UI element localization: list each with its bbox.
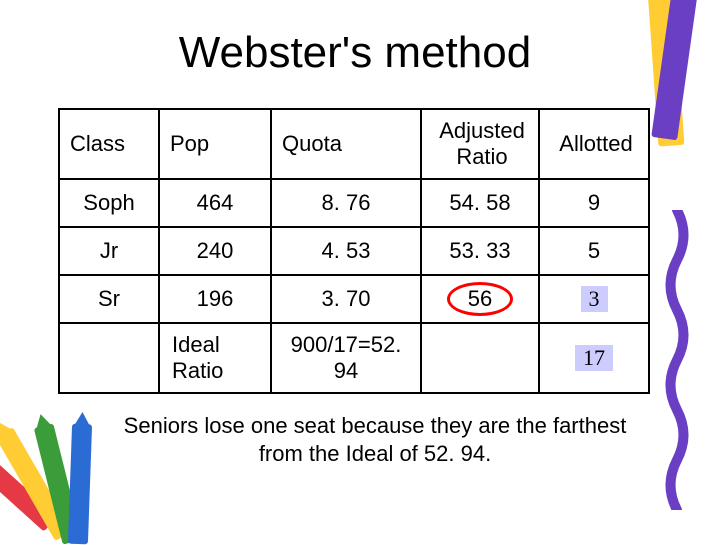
cell-quota: 900/17=52. 94	[271, 323, 421, 393]
cell-adjusted	[421, 323, 539, 393]
red-circle-icon	[447, 282, 513, 316]
table-header-row: Class Pop Quota Adjusted Ratio Allotted	[59, 109, 649, 179]
data-table: Class Pop Quota Adjusted Ratio Allotted …	[58, 108, 650, 394]
crayon-decor-bottom-left	[0, 404, 130, 544]
slide: Webster's method Class Pop Quota Adjuste…	[0, 0, 720, 540]
cell-quota: 8. 76	[271, 179, 421, 227]
cell-allotted: 9	[539, 179, 649, 227]
cell-allotted: 5	[539, 227, 649, 275]
cell-class: Jr	[59, 227, 159, 275]
cell-quota: 4. 53	[271, 227, 421, 275]
col-header-adjusted: Adjusted Ratio	[421, 109, 539, 179]
col-header-pop: Pop	[159, 109, 271, 179]
page-title: Webster's method	[50, 28, 660, 78]
table-row: Jr2404. 5353. 335	[59, 227, 649, 275]
cell-class: Soph	[59, 179, 159, 227]
cell-adjusted: 56	[421, 275, 539, 323]
col-header-quota: Quota	[271, 109, 421, 179]
wave-decor	[662, 210, 692, 510]
highlighted-value: 3	[581, 286, 608, 312]
cell-pop: 240	[159, 227, 271, 275]
cell-class: Sr	[59, 275, 159, 323]
cell-class	[59, 323, 159, 393]
cell-pop: 196	[159, 275, 271, 323]
cell-allotted: 3	[539, 275, 649, 323]
table-row: Sr1963. 70 56 3	[59, 275, 649, 323]
cell-quota: 3. 70	[271, 275, 421, 323]
cell-adjusted: 53. 33	[421, 227, 539, 275]
caption-text: Seniors lose one seat because they are t…	[110, 412, 640, 467]
cell-pop: 464	[159, 179, 271, 227]
highlighted-value: 17	[575, 345, 613, 371]
table-row: Soph4648. 7654. 589	[59, 179, 649, 227]
circled-value: 56	[468, 286, 492, 312]
cell-pop: Ideal Ratio	[159, 323, 271, 393]
table-row: Ideal Ratio900/17=52. 94 17	[59, 323, 649, 393]
cell-adjusted: 54. 58	[421, 179, 539, 227]
col-header-class: Class	[59, 109, 159, 179]
crayon-decor-top-right	[612, 0, 720, 140]
cell-allotted: 17	[539, 323, 649, 393]
